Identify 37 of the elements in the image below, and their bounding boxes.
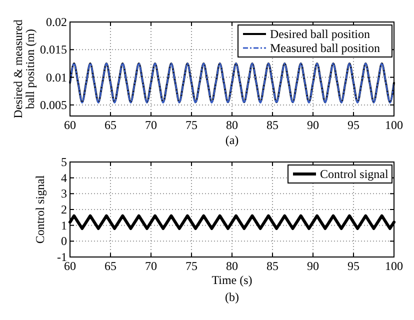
legend-label: Desired ball position [270, 27, 370, 41]
y-axis-title: Desired & measured ball position (m) [11, 20, 37, 118]
x-tick-label: 70 [145, 259, 157, 273]
x-tick-label: 60 [64, 259, 76, 273]
legend-label: Measured ball position [270, 41, 380, 55]
y-tick-label: 5 [61, 155, 67, 169]
x-tick-label: 100 [385, 118, 403, 132]
y-axis-title: Control signal [33, 174, 47, 244]
x-tick-label: 90 [307, 118, 319, 132]
y-tick-label: 0.015 [40, 42, 67, 57]
x-tick-label: 100 [385, 259, 403, 273]
x-axis-title: Time (s) [212, 273, 252, 287]
y-tick-label: 0.01 [46, 70, 67, 84]
y-tick-label: -1 [57, 250, 67, 264]
legend-label: Control signal [320, 167, 389, 181]
x-tick-label: 60 [64, 118, 76, 132]
y-tick-label: 0.02 [46, 15, 67, 29]
text: (a) [225, 133, 239, 147]
text: (b) [225, 290, 239, 304]
x-tick-label: 70 [145, 118, 157, 132]
x-tick-label: 95 [348, 118, 360, 132]
x-tick-label: 80 [226, 118, 238, 132]
y-tick-label: 4 [61, 170, 67, 185]
y-tick-label: 3 [61, 186, 67, 201]
x-tick-label: 80 [226, 259, 238, 273]
y-tick-label: 2 [61, 202, 67, 216]
x-tick-label: 85 [266, 259, 278, 273]
x-tick-label: 65 [104, 259, 116, 273]
y-tick-label: 0.005 [40, 98, 67, 112]
x-tick-label: 75 [186, 118, 198, 132]
x-tick-label: 90 [307, 259, 319, 273]
x-tick-label: 65 [104, 118, 116, 132]
x-tick-label: 85 [266, 118, 278, 132]
y-tick-label: 1 [61, 218, 67, 232]
y-tick-label: 0 [61, 234, 67, 248]
x-tick-label: 95 [348, 259, 360, 273]
x-tick-label: 75 [186, 259, 198, 273]
